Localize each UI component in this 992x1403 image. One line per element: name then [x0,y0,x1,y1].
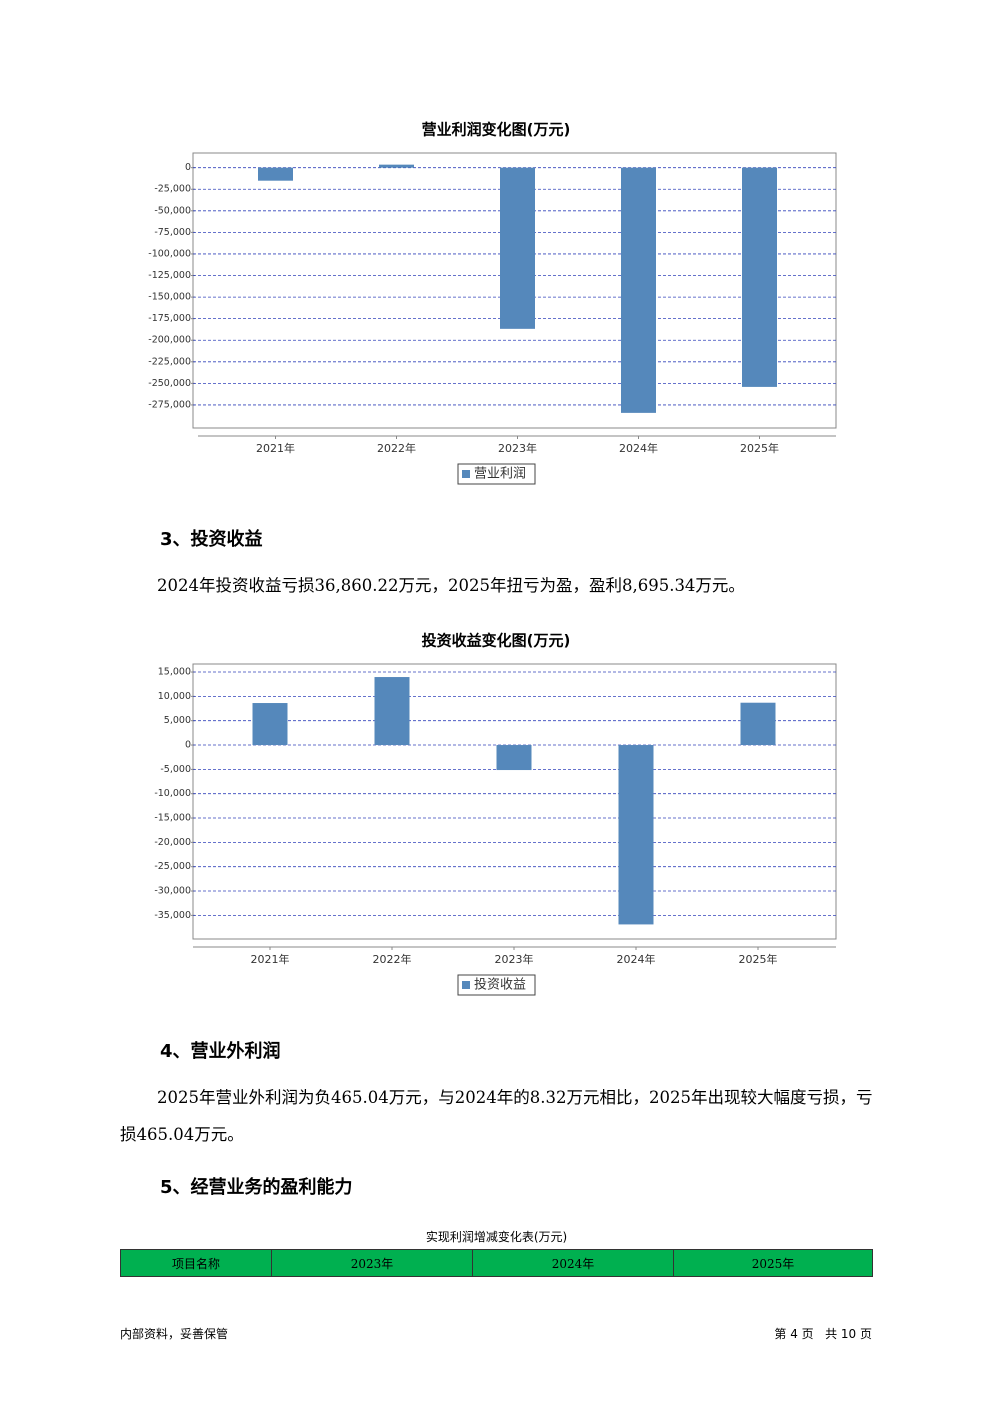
y-tick-label: -35,000 [154,910,191,921]
heading: 4、营业外利润 [160,1041,281,1062]
x-tick-label: 2024年 [619,441,658,455]
x-tick-label: 2021年 [251,952,290,966]
x-tick-label: 2025年 [740,441,779,455]
heading: 3、投资收益 [160,529,263,550]
paragraph: 2025年营业外利润为负465.04万元，与2024年的8.32万元相比，202… [120,1088,873,1144]
y-tick-label: -250,000 [148,378,191,389]
bar [496,745,532,771]
chart-title: 营业利润变化图(万元) [422,121,571,139]
y-tick-label: 5,000 [164,715,191,726]
chart-title: 投资收益变化图(万元) [422,632,571,650]
bar [374,677,410,746]
table: 项目名称 2023年 2024年 2025年 [120,1249,873,1277]
y-tick-label: -275,000 [148,399,191,410]
y-tick-label: 0 [185,740,191,751]
y-tick-label: -30,000 [154,886,191,897]
y-tick-label: -200,000 [148,335,191,346]
x-tick-label: 2022年 [377,441,416,455]
bar [258,167,293,181]
footer-right: 第 4 页 共 10 页 [774,1327,872,1341]
bar [379,164,414,168]
legend-box [457,463,536,485]
y-tick-label: 10,000 [158,691,191,702]
header-cell: 2023年 [271,1249,473,1277]
y-tick-label: -10,000 [154,788,191,799]
legend-label: 投资收益 [474,977,526,993]
plot-area [192,152,837,429]
x-tick-label: 2023年 [498,441,537,455]
y-tick-label: -20,000 [154,837,191,848]
legend-swatch [462,981,470,989]
paragraph: 2024年投资收益亏损36,860.22万元，2025年扭亏为盈，盈利8,695… [157,576,745,595]
x-tick-label: 2022年 [373,952,412,966]
x-tick-label: 2021年 [256,441,295,455]
y-tick-label: -25,000 [154,861,191,872]
y-tick-label: -50,000 [154,205,191,216]
y-tick-label: -100,000 [148,248,191,259]
y-tick-label: -175,000 [148,313,191,324]
y-tick-label: -5,000 [160,764,191,775]
bar [621,167,656,413]
x-tick-label: 2025年 [739,952,778,966]
y-tick-label: -150,000 [148,292,191,303]
y-tick-label: -225,000 [148,356,191,367]
header-cell: 项目名称 [120,1249,272,1277]
x-tick-label: 2023年 [495,952,534,966]
header-cell: 2024年 [472,1249,674,1277]
y-tick-label: 0 [185,162,191,173]
bar [740,702,776,746]
y-tick-label: -75,000 [154,227,191,238]
plot-area [192,663,837,940]
legend-label: 营业利润 [474,467,526,482]
header-cell: 2025年 [673,1249,873,1277]
legend-box [457,974,536,996]
bar [742,167,777,387]
footer-left: 内部资料，妥善保管 [120,1327,229,1341]
y-tick-label: -125,000 [148,270,191,281]
bar [252,703,288,746]
table-title: 实现利润增减变化表(万元) [425,1230,568,1244]
y-tick-label: -15,000 [154,813,191,824]
legend-swatch [462,470,470,478]
y-tick-label: -25,000 [154,184,191,195]
bar [618,745,654,925]
y-tick-label: 15,000 [158,667,191,678]
bar [500,167,535,329]
heading: 5、经营业务的盈利能力 [160,1177,353,1198]
x-tick-label: 2024年 [617,952,656,966]
